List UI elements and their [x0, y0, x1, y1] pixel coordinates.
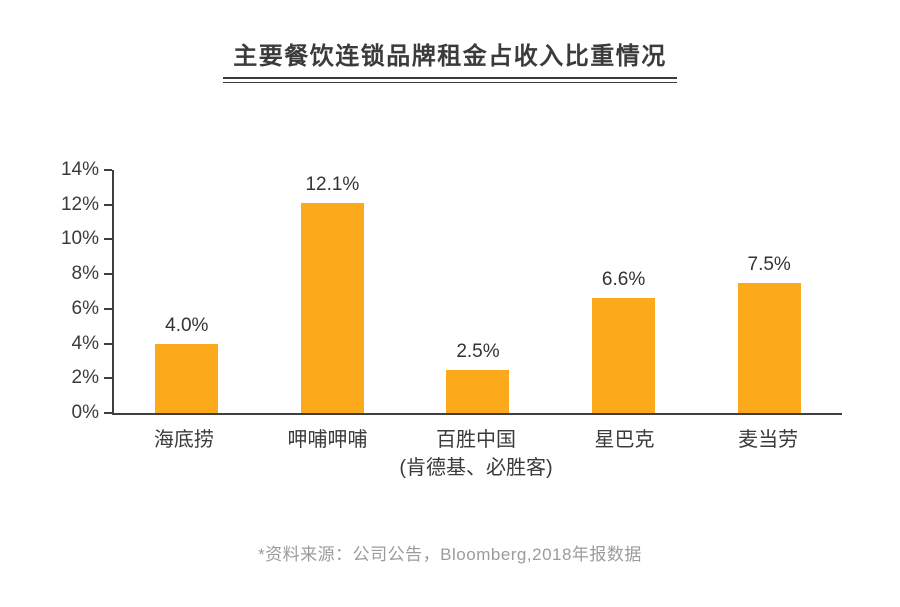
category-name: 呷哺呷哺 — [287, 429, 368, 451]
bar — [737, 282, 801, 413]
y-axis-tick-mark — [104, 377, 112, 380]
y-axis-tick-label: 12% — [60, 193, 99, 215]
bar — [300, 202, 364, 413]
x-axis-category-label: 星巴克 — [553, 426, 697, 482]
title-underline-thin — [223, 82, 677, 83]
plot-area: 4.0% 12.1% 2.5% 6.6% 7.5% — [112, 170, 842, 415]
source-note: *资料来源：公司公告，Bloomberg,2018年报数据 — [258, 545, 642, 564]
y-axis-tick-mark — [104, 412, 112, 414]
bar-column: 2.5% — [405, 170, 551, 413]
category-name: 星巴克 — [594, 429, 655, 451]
bar-column: 6.6% — [551, 170, 697, 413]
y-axis-tick-label: 2% — [71, 367, 99, 389]
bar-column: 12.1% — [260, 170, 406, 413]
y-axis-tick-label: 14% — [60, 159, 99, 180]
y-axis-tick-label: 4% — [71, 332, 99, 354]
bar-value-label: 2.5% — [456, 340, 500, 362]
y-axis-tick-mark — [104, 342, 112, 345]
bar-column: 7.5% — [696, 170, 842, 413]
y-axis-tick-label: 10% — [60, 228, 99, 250]
y-axis-tick-label: 6% — [71, 297, 99, 319]
bar-column: 4.0% — [114, 170, 260, 413]
title-underline-thick — [223, 77, 677, 79]
bar — [446, 369, 510, 413]
x-axis-category-label: 百胜中国 (肯德基、必胜客) — [399, 426, 552, 482]
bar-value-label: 4.0% — [165, 314, 209, 336]
bar-value-label: 12.1% — [305, 173, 360, 195]
y-axis-tick-mark — [104, 169, 112, 171]
y-axis-tick-label: 8% — [71, 263, 99, 285]
category-name: 海底捞 — [153, 429, 214, 451]
category-name: 百胜中国 — [436, 429, 516, 451]
y-axis-tick-mark — [104, 307, 112, 310]
x-axis-category-label: 海底捞 — [112, 426, 256, 482]
bar-value-label: 7.5% — [747, 253, 791, 275]
chart-title-inner: 主要餐饮连锁品牌租金占收入比重情况 — [223, 36, 677, 83]
chart-title-block: 主要餐饮连锁品牌租金占收入比重情况 — [0, 36, 900, 83]
bar — [592, 298, 656, 413]
bar — [155, 343, 219, 413]
chart-region: 4.0% 12.1% 2.5% 6.6% 7.5% 0% 2% 4% 6% 8% 10% 12% 14… — [0, 159, 900, 423]
x-axis-category-label: 麦当劳 — [696, 426, 840, 482]
y-axis-tick-mark — [104, 203, 112, 206]
chart-title: 主要餐饮连锁品牌租金占收入比重情况 — [233, 43, 667, 70]
x-axis-category-label: 呷哺呷哺 — [256, 426, 400, 482]
category-subname: (肯德基、必胜客) — [399, 457, 553, 479]
bar-value-label: 6.6% — [601, 269, 646, 291]
x-axis-labels: 海底捞 呷哺呷哺 百胜中国 (肯德基、必胜客) 星巴克 麦当劳 — [112, 426, 840, 482]
y-axis-tick-label: 0% — [71, 402, 99, 423]
y-axis-tick-mark — [104, 273, 112, 276]
category-name: 麦当劳 — [738, 429, 799, 451]
y-axis-tick-mark — [104, 238, 112, 241]
